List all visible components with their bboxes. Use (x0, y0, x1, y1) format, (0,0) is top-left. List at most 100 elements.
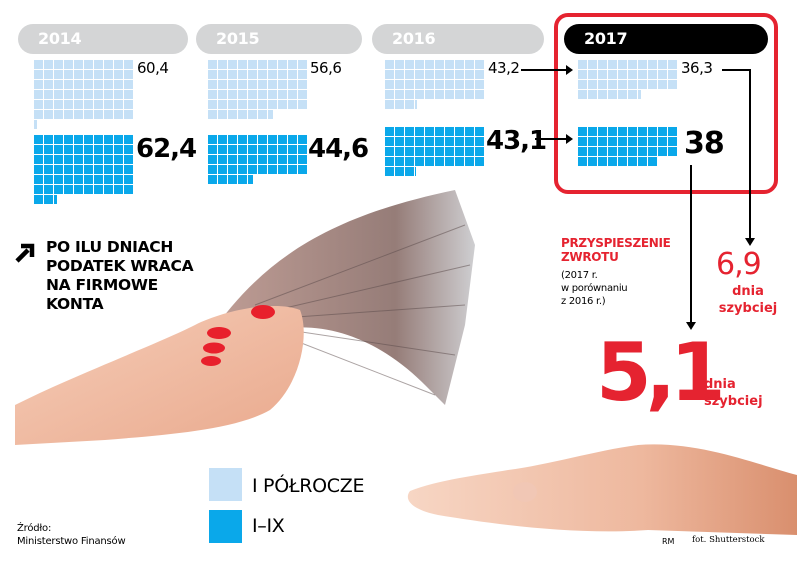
waffle-cell (578, 147, 587, 156)
waffle-cell (34, 165, 43, 174)
waffle-cell (435, 80, 444, 89)
waffle-cell (74, 175, 83, 184)
waffle-cell (475, 127, 484, 136)
waffle-cell (465, 70, 474, 79)
waffle-cell (578, 127, 587, 136)
legend-swatch-jan-sep (209, 510, 242, 543)
waffle-cell (218, 155, 227, 164)
waffle-cell (238, 110, 247, 119)
waffle-cell (104, 80, 113, 89)
waffle-cell (405, 100, 414, 109)
waffle-cell (455, 157, 464, 166)
waffle-cell (64, 155, 73, 164)
arrow-up-right-icon (15, 243, 35, 263)
waffle-cell (74, 110, 83, 119)
waffle-cell (54, 110, 63, 119)
waffle-cell (405, 90, 414, 99)
waffle-cell-partial (248, 175, 254, 184)
waffle-cell (608, 147, 617, 156)
waffle-cell (64, 175, 73, 184)
waffle-cell (54, 185, 63, 194)
waffle-cell (425, 70, 434, 79)
waffle-cell (64, 80, 73, 89)
value-2015-jan-sep: 44,6 (308, 134, 369, 164)
waffle-cell (94, 80, 103, 89)
waffle-cell (445, 157, 454, 166)
waffle-cell (94, 165, 103, 174)
waffle-cell (298, 60, 307, 69)
waffle-cell (74, 135, 83, 144)
waffle-cell (218, 175, 227, 184)
title-line: NA FIRMOWE (46, 276, 158, 294)
waffle-cell (628, 90, 637, 99)
waffle-cell (445, 147, 454, 156)
waffle-cell (445, 80, 454, 89)
waffle-cell (74, 100, 83, 109)
waffle-cell (64, 60, 73, 69)
waffle-cell (465, 60, 474, 69)
waffle-cell (598, 157, 607, 166)
waffle-cell (104, 100, 113, 109)
waffle-cell (104, 90, 113, 99)
waffle-cell (628, 80, 637, 89)
waffle-cell (668, 137, 677, 146)
source-note: Źródło: Ministerstwo Finansów (17, 522, 126, 548)
waffle-cell (465, 90, 474, 99)
waffle-cell (258, 155, 267, 164)
waffle-cell (455, 137, 464, 146)
waffle-cell (288, 80, 297, 89)
value-2016-first-half: 43,2 (488, 59, 520, 77)
waffle-cell (74, 165, 83, 174)
waffle-cell (124, 110, 133, 119)
year-label: 2014 (38, 29, 82, 48)
jan-sep-difference-unit: dnia szybciej (704, 376, 763, 410)
waffle-cell (425, 157, 434, 166)
legend-label-first-half: I PÓŁROCZE (252, 475, 365, 497)
waffle-cell (94, 60, 103, 69)
waffle-cell (208, 155, 217, 164)
waffle-cell (598, 137, 607, 146)
waffle-cell (435, 70, 444, 79)
waffle-cell (104, 185, 113, 194)
waffle-cell (44, 155, 53, 164)
waffle-cell (228, 60, 237, 69)
waffle-cell (228, 165, 237, 174)
waffle-cell (258, 100, 267, 109)
waffle-cell (44, 90, 53, 99)
waffle-cell (638, 80, 647, 89)
waffle-cell (298, 70, 307, 79)
waffle-cell-partial (54, 195, 58, 204)
waffle-cell (648, 60, 657, 69)
waffle-cell (455, 147, 464, 156)
waffle-cell (638, 147, 647, 156)
waffle-cell (34, 185, 43, 194)
waffle-cell (455, 127, 464, 136)
waffle-cell (94, 185, 103, 194)
waffle-cell (34, 155, 43, 164)
waffle-cell (104, 155, 113, 164)
acceleration-note: (2017 r. w porównaniu z 2016 r.) (561, 269, 628, 308)
waffle-cell (74, 60, 83, 69)
waffle-cell (648, 147, 657, 156)
waffle-cell (84, 100, 93, 109)
waffle-cell-partial (34, 120, 38, 129)
waffle-2015-first-half (208, 60, 307, 119)
waffle-cell (278, 60, 287, 69)
waffle-cell (385, 80, 394, 89)
waffle-cell (268, 80, 277, 89)
waffle-cell (124, 175, 133, 184)
waffle-cell (405, 167, 414, 176)
waffle-cell (385, 147, 394, 156)
waffle-cell (435, 137, 444, 146)
waffle-cell (435, 157, 444, 166)
waffle-cell (64, 165, 73, 174)
waffle-cell (608, 127, 617, 136)
waffle-cell (268, 60, 277, 69)
waffle-cell (618, 90, 627, 99)
waffle-cell (74, 155, 83, 164)
waffle-cell (238, 165, 247, 174)
waffle-cell (405, 157, 414, 166)
waffle-cell (218, 80, 227, 89)
waffle-cell (455, 60, 464, 69)
waffle-cell (44, 135, 53, 144)
